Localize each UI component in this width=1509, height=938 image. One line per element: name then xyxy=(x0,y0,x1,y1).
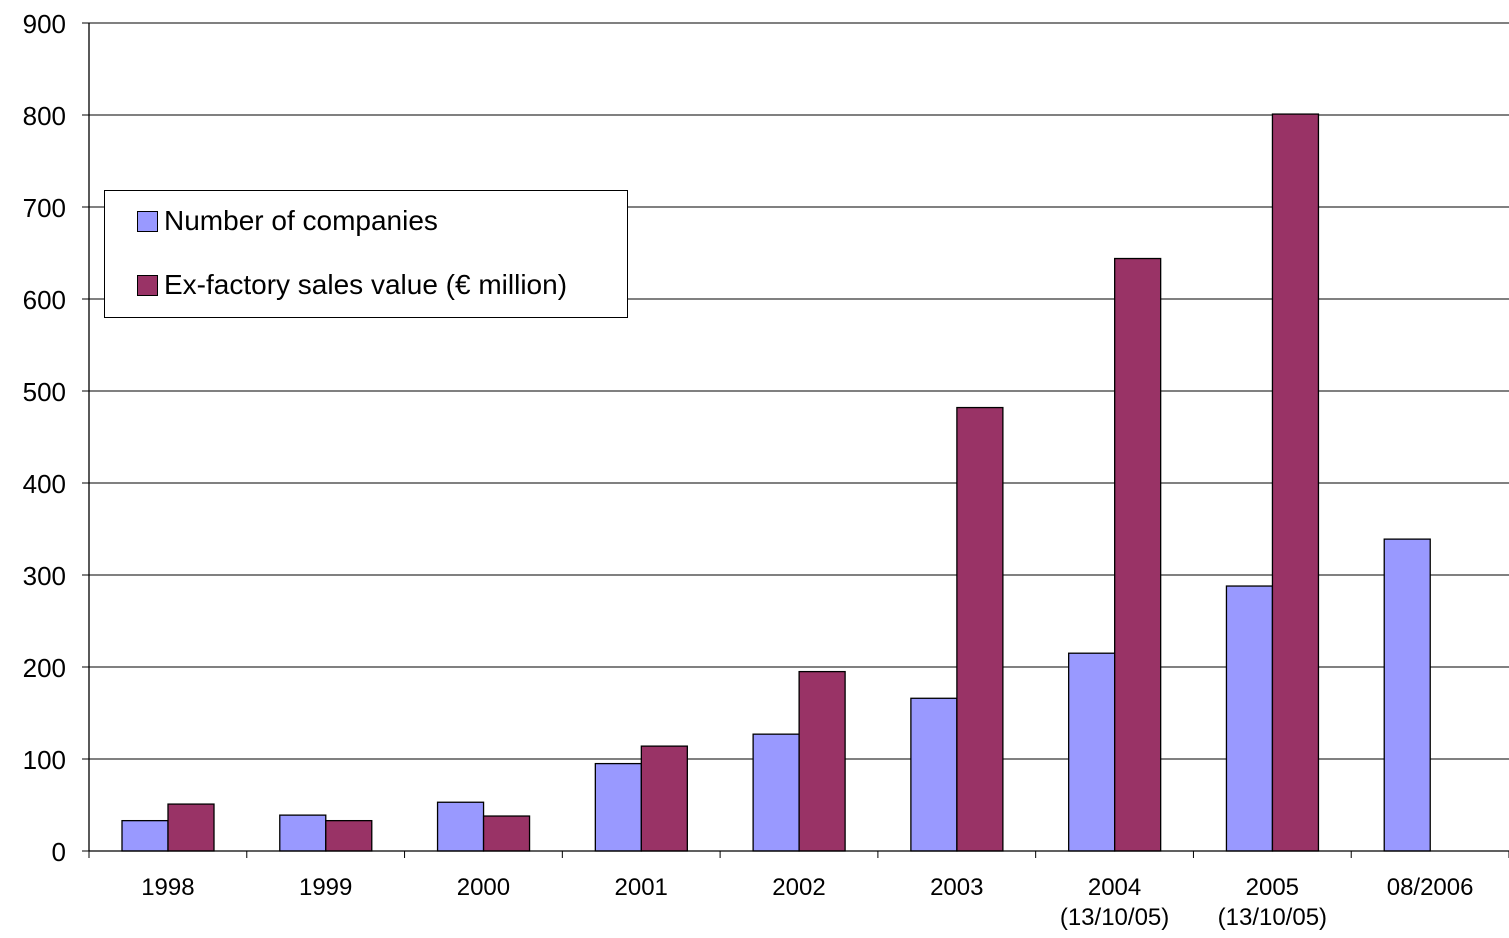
x-tick-label: 2001 xyxy=(615,874,668,901)
y-tick-label: 100 xyxy=(23,745,66,775)
axes xyxy=(82,22,1509,858)
bar-companies xyxy=(1383,538,1431,852)
y-tick-label: 500 xyxy=(23,377,66,407)
x-tick-label: 2002 xyxy=(772,874,825,901)
bar-sales xyxy=(798,670,846,852)
legend-label-sales: Ex-factory sales value (€ million) xyxy=(164,269,568,300)
bar-sales xyxy=(1114,257,1162,852)
bar-sales xyxy=(325,819,373,852)
bar-sales xyxy=(167,803,215,852)
x-tick-label: 2000 xyxy=(457,874,510,901)
y-tick-label: 300 xyxy=(23,561,66,591)
legend-item-sales: Ex-factory sales value (€ million) xyxy=(137,269,567,301)
y-tick-label: 400 xyxy=(23,469,66,499)
x-tick-label: 2003 xyxy=(930,874,983,901)
x-tick-label: 2004 (13/10/05) xyxy=(1060,874,1169,931)
legend-swatch-sales xyxy=(137,274,158,296)
x-tick-label: 2005 (13/10/05) xyxy=(1218,874,1327,931)
bars xyxy=(121,113,1431,852)
x-tick-label: 1999 xyxy=(299,874,352,901)
bar-sales xyxy=(1271,113,1320,852)
y-tick-label: 0 xyxy=(52,837,66,867)
bar-companies xyxy=(121,819,169,852)
bar-companies xyxy=(1068,652,1116,852)
x-tick-label: 08/2006 xyxy=(1387,874,1474,901)
bar-companies xyxy=(752,733,800,852)
bar-companies xyxy=(279,814,327,852)
bar-companies xyxy=(910,697,958,852)
legend: Number of companies Ex-factory sales val… xyxy=(104,190,628,318)
legend-swatch-companies xyxy=(137,210,158,232)
y-tick-label: 800 xyxy=(23,101,66,131)
bar-sales xyxy=(482,815,531,852)
y-tick-label: 900 xyxy=(23,9,66,39)
y-tick-label: 600 xyxy=(23,285,66,315)
bar-companies xyxy=(594,762,642,852)
bar-companies xyxy=(436,801,485,852)
y-tick-label: 700 xyxy=(23,193,66,223)
bar-sales xyxy=(956,406,1004,852)
x-tick-label: 1998 xyxy=(141,874,194,901)
y-tick-label: 200 xyxy=(23,653,66,683)
bar-sales xyxy=(640,745,688,852)
bar-companies xyxy=(1225,585,1274,852)
legend-item-companies: Number of companies xyxy=(137,205,438,237)
tick-labels: 0 100 200 300 400 500 600 700 800 900 1998 1999 2000… xyxy=(23,9,1474,931)
legend-label-companies: Number of companies xyxy=(164,205,438,236)
